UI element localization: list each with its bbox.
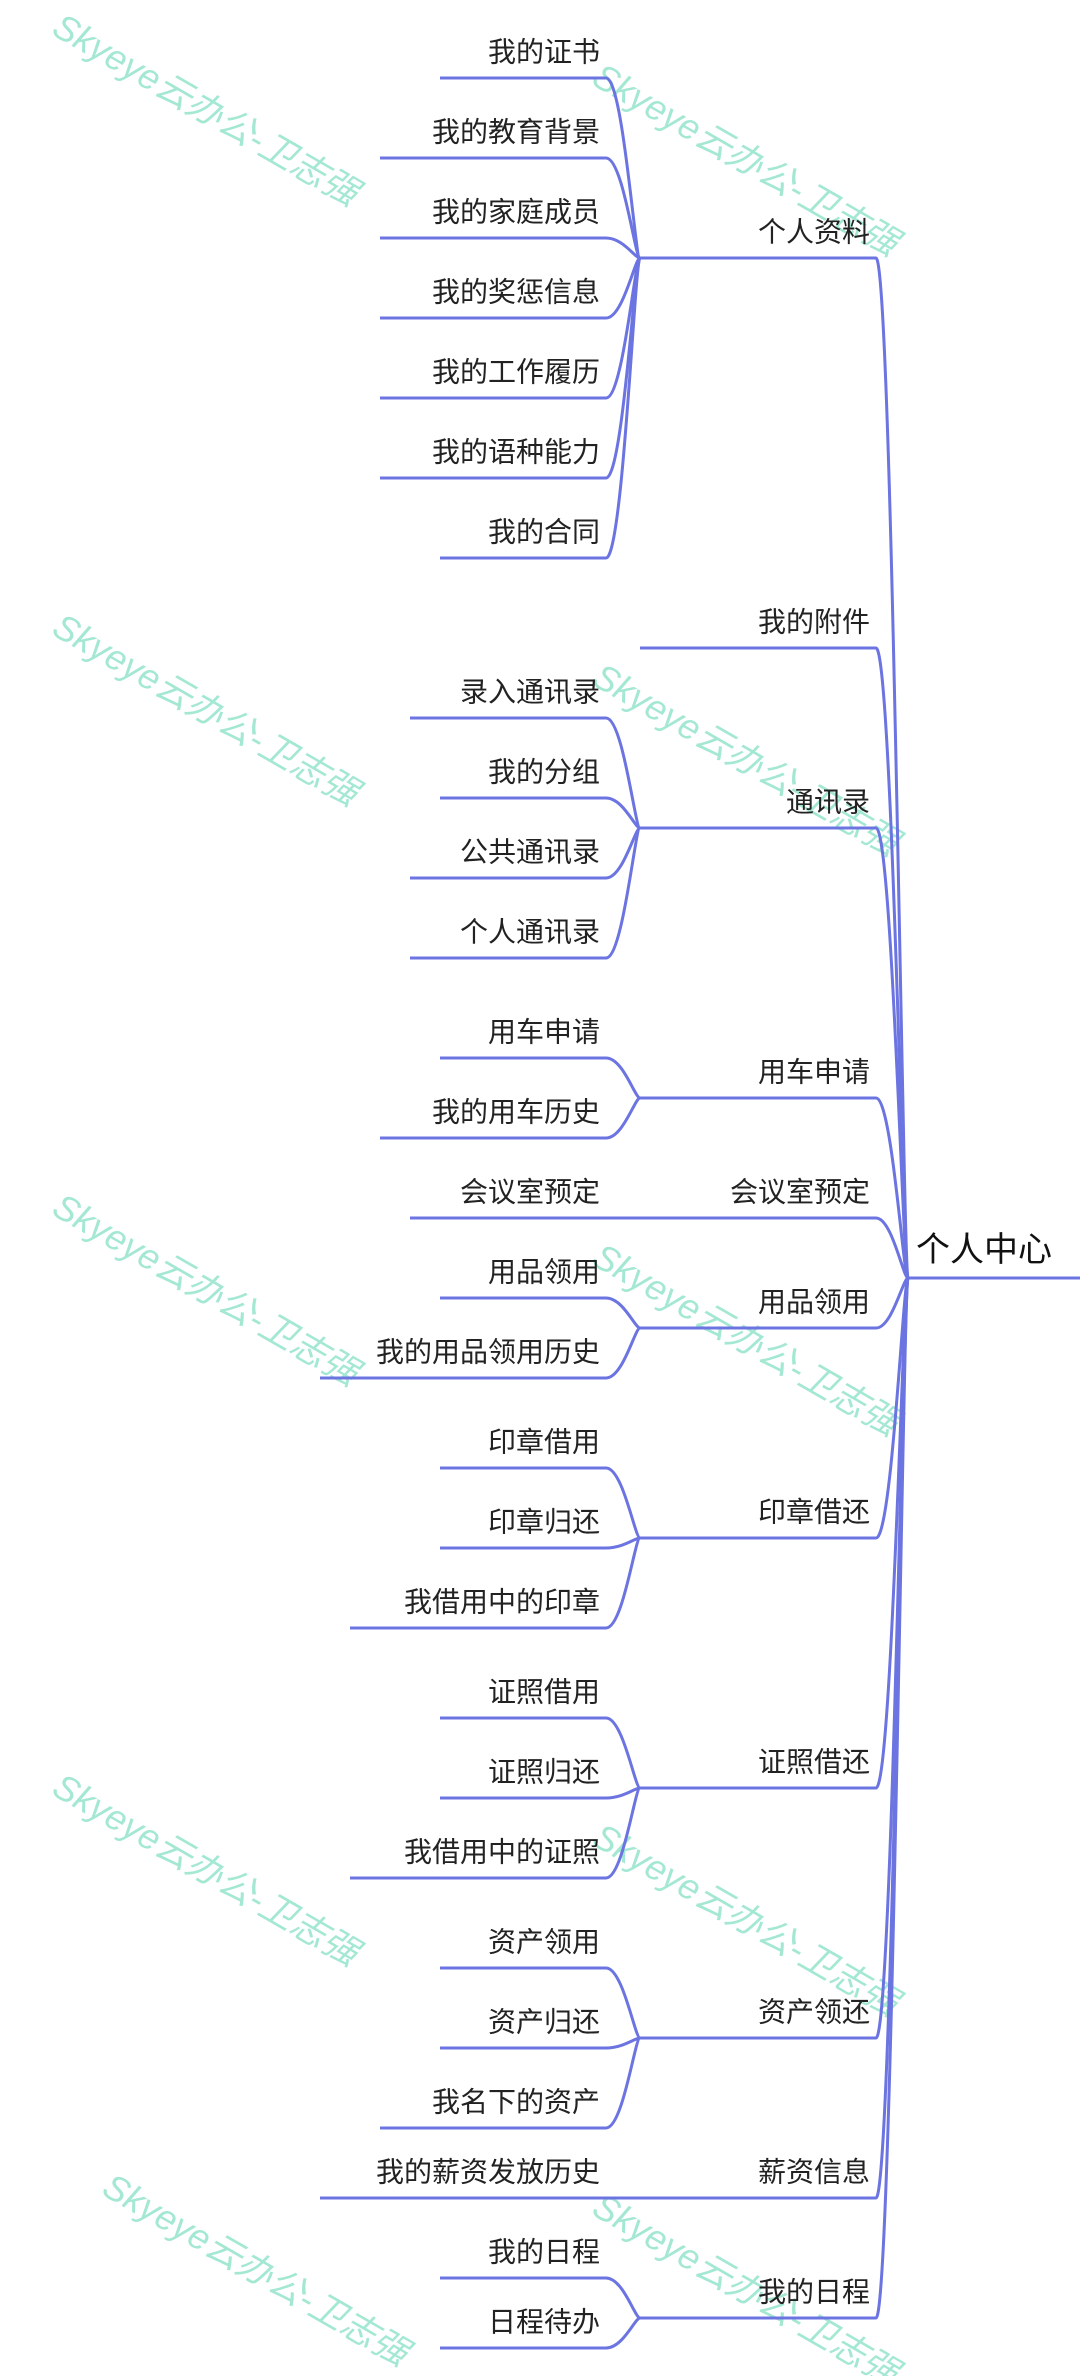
edge-branch-leaf [606, 1298, 640, 1328]
edge-branch-leaf [606, 828, 640, 958]
edge-branch-leaf [606, 2038, 640, 2128]
branch-node-label: 用品领用 [758, 1286, 870, 1317]
leaf-node-label: 用车申请 [488, 1016, 600, 1047]
edge-branch-leaf [606, 1098, 640, 1138]
watermark-text: Skyeye云办公-卫志强 [586, 1815, 909, 2025]
edge-branch-leaf [606, 1058, 640, 1098]
leaf-node-label: 我借用中的印章 [404, 1586, 600, 1617]
branch-node-label: 资产领还 [758, 1996, 870, 2027]
branch-node-label: 通讯录 [786, 786, 870, 817]
node-layer: 个人中心 个人资料 我的证书我的教育背景我的家庭成员我的奖惩信息我的工作履历我的语种… [376, 36, 1052, 2337]
leaf-node-label: 我的分组 [488, 756, 600, 787]
branch-node-label: 个人资料 [758, 216, 870, 247]
edge-branch-leaf [606, 2278, 640, 2318]
mindmap-canvas: Skyeye云办公-卫志强 Skyeye云办公-卫志强 Skyeye云办公-卫志强 S… [0, 0, 1080, 2376]
edge-root-branch [876, 258, 908, 1278]
watermark-text: Skyeye云办公-卫志强 [96, 2165, 419, 2375]
leaf-node-label: 我的语种能力 [432, 436, 600, 467]
edge-branch-leaf [606, 1718, 640, 1788]
root-node-label: 个人中心 [916, 1231, 1052, 1269]
leaf-node-label: 录入通讯录 [460, 676, 600, 707]
watermark-text: Skyeye云办公-卫志强 [46, 1185, 369, 1395]
edge-branch-leaf [606, 1968, 640, 2038]
leaf-node-label: 用品领用 [488, 1256, 600, 1287]
edge-branch-leaf [606, 1538, 640, 1628]
branch-node-label: 我的附件 [758, 606, 870, 637]
watermark-text: Skyeye云办公-卫志强 [46, 1765, 369, 1975]
leaf-node-label: 资产领用 [488, 1926, 600, 1957]
leaf-node-label: 我的证书 [488, 36, 600, 67]
branch-node-label: 薪资信息 [758, 2156, 870, 2187]
leaf-node-label: 公共通讯录 [460, 836, 600, 867]
leaf-node-label: 我名下的资产 [432, 2086, 600, 2117]
leaf-node-label: 证照归还 [488, 1756, 600, 1787]
leaf-node-label: 印章借用 [488, 1426, 600, 1457]
leaf-node-label: 日程待办 [488, 2306, 600, 2337]
leaf-node-label: 个人通讯录 [460, 916, 600, 947]
leaf-node-label: 我的工作履历 [432, 356, 600, 387]
leaf-node-label: 我的教育背景 [432, 116, 600, 147]
leaf-node-label: 我借用中的证照 [404, 1836, 600, 1867]
leaf-node-label: 资产归还 [488, 2006, 600, 2037]
branch-node-label: 会议室预定 [730, 1176, 870, 1207]
leaf-node-label: 我的合同 [488, 516, 600, 547]
branch-node-label: 印章借还 [758, 1496, 870, 1527]
leaf-node-label: 会议室预定 [460, 1176, 600, 1207]
branch-node-label: 证照借还 [758, 1746, 870, 1777]
edge-branch-leaf [606, 2318, 640, 2348]
leaf-node-label: 我的奖惩信息 [432, 276, 600, 307]
leaf-node-label: 我的家庭成员 [432, 196, 600, 227]
watermark-text: Skyeye云办公-卫志强 [46, 5, 369, 215]
edge-layer [320, 78, 1080, 2348]
edge-branch-leaf [606, 1328, 640, 1378]
leaf-node-label: 印章归还 [488, 1506, 600, 1537]
leaf-node-label: 我的日程 [488, 2236, 600, 2267]
leaf-node-label: 我的薪资发放历史 [376, 2156, 600, 2187]
leaf-node-label: 我的用品领用历史 [376, 1336, 600, 1367]
edge-branch-leaf [606, 1468, 640, 1538]
edge-branch-leaf [606, 718, 640, 828]
branch-node-label: 用车申请 [758, 1056, 870, 1087]
leaf-node-label: 我的用车历史 [432, 1096, 600, 1127]
branch-node-label: 我的日程 [758, 2276, 870, 2307]
leaf-node-label: 证照借用 [488, 1676, 600, 1707]
watermark-text: Skyeye云办公-卫志强 [46, 605, 369, 815]
